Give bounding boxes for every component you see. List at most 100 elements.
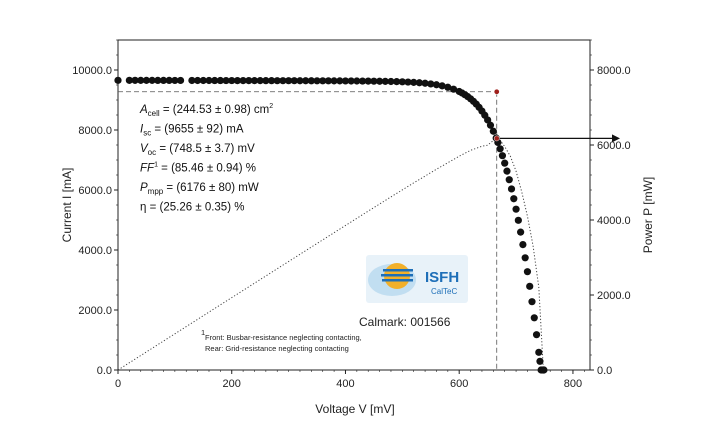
iv-data-point (536, 357, 544, 365)
iv-data-point (427, 80, 435, 88)
iv-data-point (336, 77, 344, 85)
iv-data-point (330, 77, 338, 85)
tick-labels: 0 200 400 600 8000.02000.04000.06000.08000.0… (72, 65, 630, 390)
y-left-axis-title: Current I [mA] (60, 168, 74, 243)
logo-subtext: CalTeC (431, 287, 457, 296)
annotation-subscript: cell (148, 109, 160, 118)
iv-data-point (507, 185, 516, 193)
iv-data-point (194, 76, 202, 85)
footnote-line-2: Rear: Grid-resistance neglecting contact… (205, 344, 349, 353)
iv-data-point (250, 77, 259, 85)
iv-data-point (125, 76, 133, 84)
x-tick-label: 600 (450, 378, 468, 390)
annotation-value: = (85.46 ± 0.94) % (158, 163, 256, 175)
iv-data-point (489, 127, 497, 135)
iv-data-point (142, 76, 151, 84)
iv-data-point (358, 77, 367, 85)
annotation-value: = (748.5 ± 3.7) mV (156, 143, 255, 155)
logo-stripe-3 (382, 279, 413, 282)
y-left-tick-label: 0.0 (97, 365, 112, 377)
iv-data-point (239, 76, 247, 85)
iv-data-point (341, 77, 350, 85)
iv-data-point (519, 241, 527, 249)
annotation-line: FF1 = (85.46 ± 0.94) % (140, 162, 256, 175)
iv-data-point (262, 77, 270, 85)
calmark-label: Calmark: 001566 (359, 315, 451, 329)
mpp-reference-lines (118, 91, 620, 370)
annotation-value: = (9655 ± 92) mA (151, 124, 244, 136)
iv-data-point (510, 195, 518, 203)
mpp-power-marker (493, 135, 500, 142)
isfh-caltec-logo: ISFH CalTeC (366, 255, 468, 303)
iv-data-point (370, 77, 378, 85)
iv-data-point (498, 152, 507, 160)
iv-data-point (273, 77, 281, 85)
iv-data-point (285, 77, 293, 85)
annotation-value: = (25.26 ± 0.35) % (146, 202, 244, 214)
y-left-tick-label: 6000.0 (78, 185, 112, 197)
annotation-symbol: A (139, 104, 148, 116)
iv-data-point (381, 77, 389, 85)
annotation-symbol: η (140, 202, 146, 214)
power-curve (117, 137, 544, 371)
iv-data-point (290, 77, 298, 85)
y-right-tick-label: 4000.0 (597, 215, 631, 227)
iv-data-point (313, 77, 321, 85)
iv-data-point (444, 83, 452, 91)
cell-parameters-annotation: Acell = (244.53 ± 0.98) cm2 Isc = (9655 ±… (139, 103, 273, 214)
iv-data-point (216, 76, 224, 85)
annotation-subscript: oc (148, 148, 156, 157)
annotation-line: Isc = (9655 ± 92) mA (140, 124, 244, 138)
iv-data-point (375, 77, 384, 85)
iv-data-point (205, 76, 213, 85)
x-tick-label: 0 (115, 378, 121, 390)
iv-data-point (279, 77, 287, 85)
iv-data-point (353, 77, 361, 85)
y-left-tick-label: 8000.0 (78, 125, 112, 137)
iv-data-point (484, 116, 492, 124)
iv-data-point (154, 76, 162, 85)
iv-data-point (505, 176, 513, 184)
iv-data-point (540, 366, 548, 374)
iv-data-point (532, 331, 541, 339)
iv-data-point (421, 79, 429, 87)
y-right-tick-label: 6000.0 (597, 140, 631, 152)
y-right-tick-label: 0.0 (597, 365, 612, 377)
iv-data-point (233, 76, 242, 85)
annotation-symbol: I (140, 124, 144, 136)
iv-data-point (410, 78, 418, 86)
annotation-superscript: 1 (154, 162, 158, 169)
iv-data-point (188, 76, 196, 85)
iv-data-point (131, 76, 139, 84)
annotation-value: = (6176 ± 80) mW (163, 182, 259, 194)
logo-stripe-1 (383, 269, 413, 272)
iv-data-point (165, 76, 173, 85)
iv-data-point (148, 76, 156, 84)
iv-data-point (415, 79, 423, 87)
annotation-subscript: mpp (148, 187, 164, 196)
iv-data-point (171, 76, 179, 85)
iv-data-point (222, 76, 230, 85)
iv-data-point (176, 76, 185, 85)
annotation-subscript: sc (143, 129, 151, 138)
annotation-symbol: P (140, 182, 148, 194)
logo-text: ISFH (425, 269, 459, 286)
iv-data-point (486, 121, 495, 129)
iv-data-point (159, 76, 168, 85)
y-left-tick-label: 10000.0 (72, 65, 112, 77)
iv-data-point (523, 268, 532, 276)
annotation-line: Acell = (244.53 ± 0.98) cm2 (139, 103, 273, 118)
iv-data-point (438, 82, 446, 90)
y-left-tick-label: 2000.0 (78, 305, 112, 317)
iv-data-point (199, 76, 207, 85)
iv-data-point (307, 77, 315, 85)
iv-data-point (267, 77, 276, 85)
iv-data-point (393, 78, 401, 86)
iv-data-point (347, 77, 355, 85)
iv-data-point (302, 77, 310, 85)
mpp-current-marker (493, 88, 500, 95)
iv-data-point (503, 167, 511, 175)
y-right-axis-title: Power P [mW] (641, 177, 655, 253)
annotation-symbol: V (140, 143, 149, 155)
iv-data-point (256, 77, 264, 85)
